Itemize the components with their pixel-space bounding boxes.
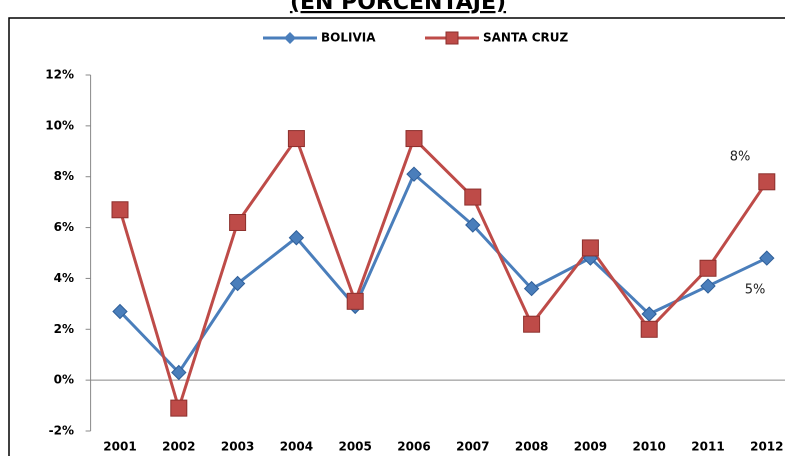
y-tick-label: -2% <box>49 424 74 438</box>
marker <box>170 399 188 417</box>
marker <box>111 201 129 219</box>
marker <box>759 250 775 266</box>
marker <box>288 230 305 246</box>
legend-label: BOLIVIA <box>321 31 376 45</box>
marker <box>405 130 423 148</box>
y-tick-label: 0% <box>54 373 74 387</box>
marker <box>406 166 422 182</box>
marker <box>640 320 658 338</box>
marker <box>346 292 364 310</box>
series-line <box>118 171 768 375</box>
legend-label: SANTA CRUZ <box>483 31 568 45</box>
legend-marker <box>284 32 296 44</box>
x-tick-label: 2010 <box>632 440 665 454</box>
chart-title: (EN PORCENTAJE) <box>290 0 506 15</box>
x-tick-label: 2006 <box>397 440 430 454</box>
marker <box>699 259 717 277</box>
chart-border <box>8 17 785 456</box>
marker <box>464 188 482 206</box>
annotation: 8% <box>730 150 751 165</box>
marker <box>287 130 305 148</box>
x-tick-label: 2002 <box>162 440 195 454</box>
x-tick-label: 2008 <box>515 440 548 454</box>
marker <box>700 278 716 294</box>
marker <box>523 315 541 333</box>
annotation: 5% <box>745 283 766 298</box>
series-line <box>118 135 769 414</box>
marker <box>758 173 776 191</box>
marker <box>229 275 246 292</box>
x-tick-label: 2011 <box>691 440 724 454</box>
y-tick-label: 4% <box>54 271 74 285</box>
marker <box>465 217 481 233</box>
marker <box>523 280 540 297</box>
x-tick-label: 2007 <box>456 440 489 454</box>
x-tick-label: 2004 <box>280 440 313 454</box>
y-tick-label: 10% <box>45 118 74 132</box>
marker <box>581 239 599 257</box>
y-tick-label: 12% <box>45 68 74 82</box>
legend-marker <box>445 31 459 45</box>
marker <box>171 364 187 381</box>
marker <box>112 303 128 320</box>
x-tick-label: 2012 <box>750 440 783 454</box>
x-tick-label: 2005 <box>338 440 371 454</box>
x-tick-label: 2009 <box>574 440 607 454</box>
y-tick-label: 2% <box>54 322 74 336</box>
x-tick-label: 2003 <box>221 440 254 454</box>
y-tick-label: 8% <box>54 169 74 183</box>
y-tick-label: 6% <box>54 220 74 234</box>
x-tick-label: 2001 <box>103 440 136 454</box>
marker <box>229 213 247 231</box>
